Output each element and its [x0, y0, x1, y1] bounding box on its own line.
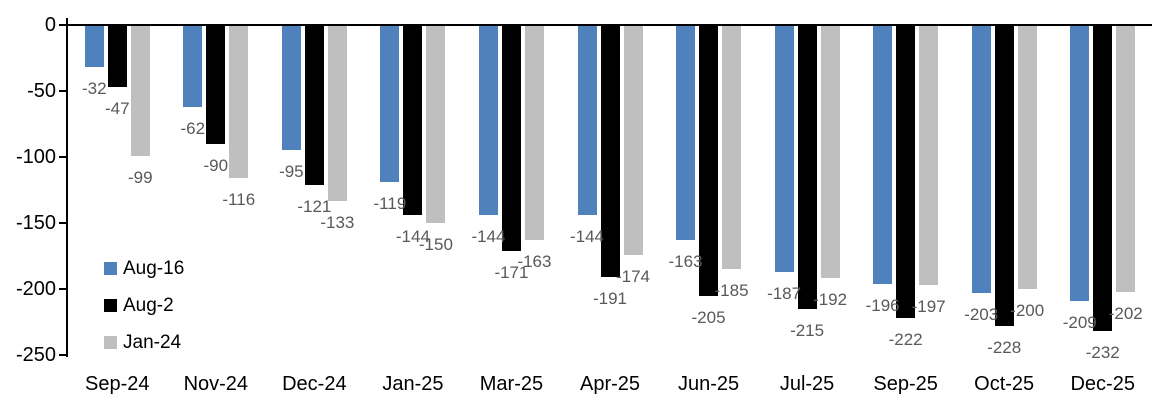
value-label-aug-16-sep-24: -32 — [81, 79, 107, 99]
bar-aug-2-jul-25 — [797, 26, 817, 309]
value-label-jan-24-nov-24: -116 — [222, 190, 256, 210]
bar-jan-24-dec-25 — [1116, 26, 1136, 292]
value-label-aug-16-apr-25: -144 — [569, 227, 605, 247]
x-axis-category-label-sep-24: Sep-24 — [85, 373, 150, 395]
bar-aug-2-dec-25 — [1093, 26, 1113, 332]
y-axis-tick-label: -200 — [15, 278, 56, 300]
y-axis-tick-label: -150 — [15, 212, 56, 234]
x-axis-category-label-apr-25: Apr-25 — [579, 373, 641, 395]
bar-aug-16-jan-25 — [380, 26, 400, 183]
bar-aug-2-nov-24 — [206, 26, 226, 144]
value-label-jan-24-dec-24: -133 — [320, 212, 355, 232]
value-label-aug-2-dec-24: -121 — [297, 196, 332, 216]
bar-jan-24-jun-25 — [722, 26, 742, 270]
y-axis-tick-label: -50 — [27, 80, 56, 102]
value-label-jan-24-dec-25: -202 — [1108, 303, 1143, 323]
bar-jan-24-sep-25 — [919, 26, 939, 286]
y-axis-tick — [59, 288, 68, 290]
bar-jan-24-oct-25 — [1017, 26, 1037, 289]
value-label-aug-2-jun-25: -205 — [691, 307, 726, 327]
legend-swatch-aug-16 — [104, 262, 117, 275]
bar-aug-16-dec-24 — [281, 26, 301, 151]
value-label-aug-16-nov-24: -62 — [180, 118, 206, 138]
bar-jan-24-sep-24 — [130, 26, 150, 156]
x-axis-category-label-jan-25: Jan-25 — [382, 373, 444, 395]
value-label-aug-2-nov-24: -90 — [203, 155, 229, 175]
bar-jan-24-nov-24 — [229, 26, 249, 179]
x-axis-category-label-dec-24: Dec-24 — [282, 373, 347, 395]
value-label-jan-24-sep-24: -99 — [127, 167, 153, 187]
legend-swatch-aug-2 — [104, 299, 117, 312]
value-label-aug-2-jan-25: -144 — [395, 227, 430, 247]
x-axis-category-label-mar-25: Mar-25 — [479, 373, 544, 395]
bar-aug-2-sep-25 — [896, 26, 916, 319]
bar-aug-2-apr-25 — [600, 26, 620, 278]
value-label-aug-2-oct-25: -228 — [987, 337, 1022, 357]
value-label-aug-2-sep-24: -47 — [104, 99, 130, 119]
value-label-jan-24-mar-25: -163 — [517, 252, 552, 272]
bar-aug-2-dec-24 — [304, 26, 324, 185]
bar-aug-16-jun-25 — [676, 26, 696, 241]
x-axis-zero-line — [67, 24, 1152, 26]
value-label-aug-2-dec-25: -232 — [1085, 343, 1120, 363]
value-label-aug-16-jul-25: -187 — [767, 283, 802, 303]
x-axis-category-label-sep-25: Sep-25 — [873, 373, 938, 395]
value-label-aug-16-jan-25: -119 — [373, 194, 407, 214]
value-label-jan-24-jul-25: -192 — [813, 290, 848, 310]
x-axis-category-label-dec-25: Dec-25 — [1070, 373, 1135, 395]
value-label-jan-24-apr-25: -174 — [615, 266, 651, 286]
value-label-aug-16-dec-24: -95 — [279, 162, 304, 182]
y-axis-tick-label: -250 — [15, 344, 56, 366]
bar-aug-16-apr-25 — [577, 26, 597, 216]
legend-label-aug-2: Aug-2 — [123, 295, 174, 316]
value-label-aug-2-mar-25: -171 — [494, 262, 529, 282]
bar-aug-2-mar-25 — [501, 26, 521, 251]
bar-jan-24-jul-25 — [820, 26, 840, 279]
legend-swatch-jan-24 — [104, 336, 117, 349]
x-axis-category-label-oct-25: Oct-25 — [974, 373, 1035, 395]
value-label-aug-16-oct-25: -203 — [964, 304, 999, 324]
value-label-aug-16-dec-25: -209 — [1062, 312, 1097, 332]
bar-aug-16-nov-24 — [183, 26, 203, 107]
bar-aug-16-mar-25 — [478, 26, 498, 216]
value-label-aug-2-jul-25: -215 — [790, 320, 825, 340]
y-axis-tick — [59, 24, 68, 26]
value-label-jan-24-jun-25: -185 — [714, 281, 749, 301]
bar-jan-24-dec-24 — [327, 26, 347, 201]
value-label-aug-16-mar-25: -144 — [471, 227, 506, 247]
bar-aug-16-jul-25 — [774, 26, 794, 272]
value-label-aug-2-apr-25: -191 — [592, 289, 628, 309]
legend-label-aug-16: Aug-16 — [123, 258, 185, 279]
x-axis-category-label-jun-25: Jun-25 — [677, 373, 740, 395]
value-label-aug-2-sep-25: -222 — [888, 330, 923, 350]
bar-aug-16-oct-25 — [971, 26, 991, 293]
bar-aug-2-oct-25 — [994, 26, 1014, 326]
y-axis-tick-label: 0 — [44, 14, 56, 36]
bar-aug-16-dec-25 — [1070, 26, 1090, 301]
bar-jan-24-apr-25 — [623, 26, 643, 255]
bar-jan-24-mar-25 — [524, 26, 544, 241]
bar-aug-2-sep-24 — [107, 26, 127, 88]
y-axis-tick-label: -100 — [15, 146, 56, 168]
value-label-aug-16-jun-25: -163 — [668, 252, 703, 272]
y-axis-tick — [59, 222, 68, 224]
x-axis-category-label-jul-25: Jul-25 — [779, 373, 835, 395]
y-axis-tick — [59, 90, 68, 92]
y-axis-line — [66, 18, 68, 357]
x-axis-category-label-nov-24: Nov-24 — [183, 373, 249, 395]
y-axis-tick — [59, 354, 68, 356]
bar-aug-16-sep-25 — [873, 26, 893, 284]
value-label-jan-24-sep-25: -197 — [911, 297, 946, 317]
value-label-jan-24-jan-25: -150 — [418, 235, 453, 254]
bar-aug-2-jan-25 — [403, 26, 423, 216]
y-axis-tick — [59, 156, 68, 158]
value-label-aug-16-sep-25: -196 — [865, 295, 900, 315]
bar-jan-24-jan-25 — [426, 26, 446, 223]
bar-aug-2-jun-25 — [699, 26, 719, 296]
legend-label-jan-24: Jan-24 — [123, 332, 182, 353]
value-label-jan-24-oct-25: -200 — [1010, 301, 1045, 320]
bar-aug-16-sep-24 — [84, 26, 104, 68]
